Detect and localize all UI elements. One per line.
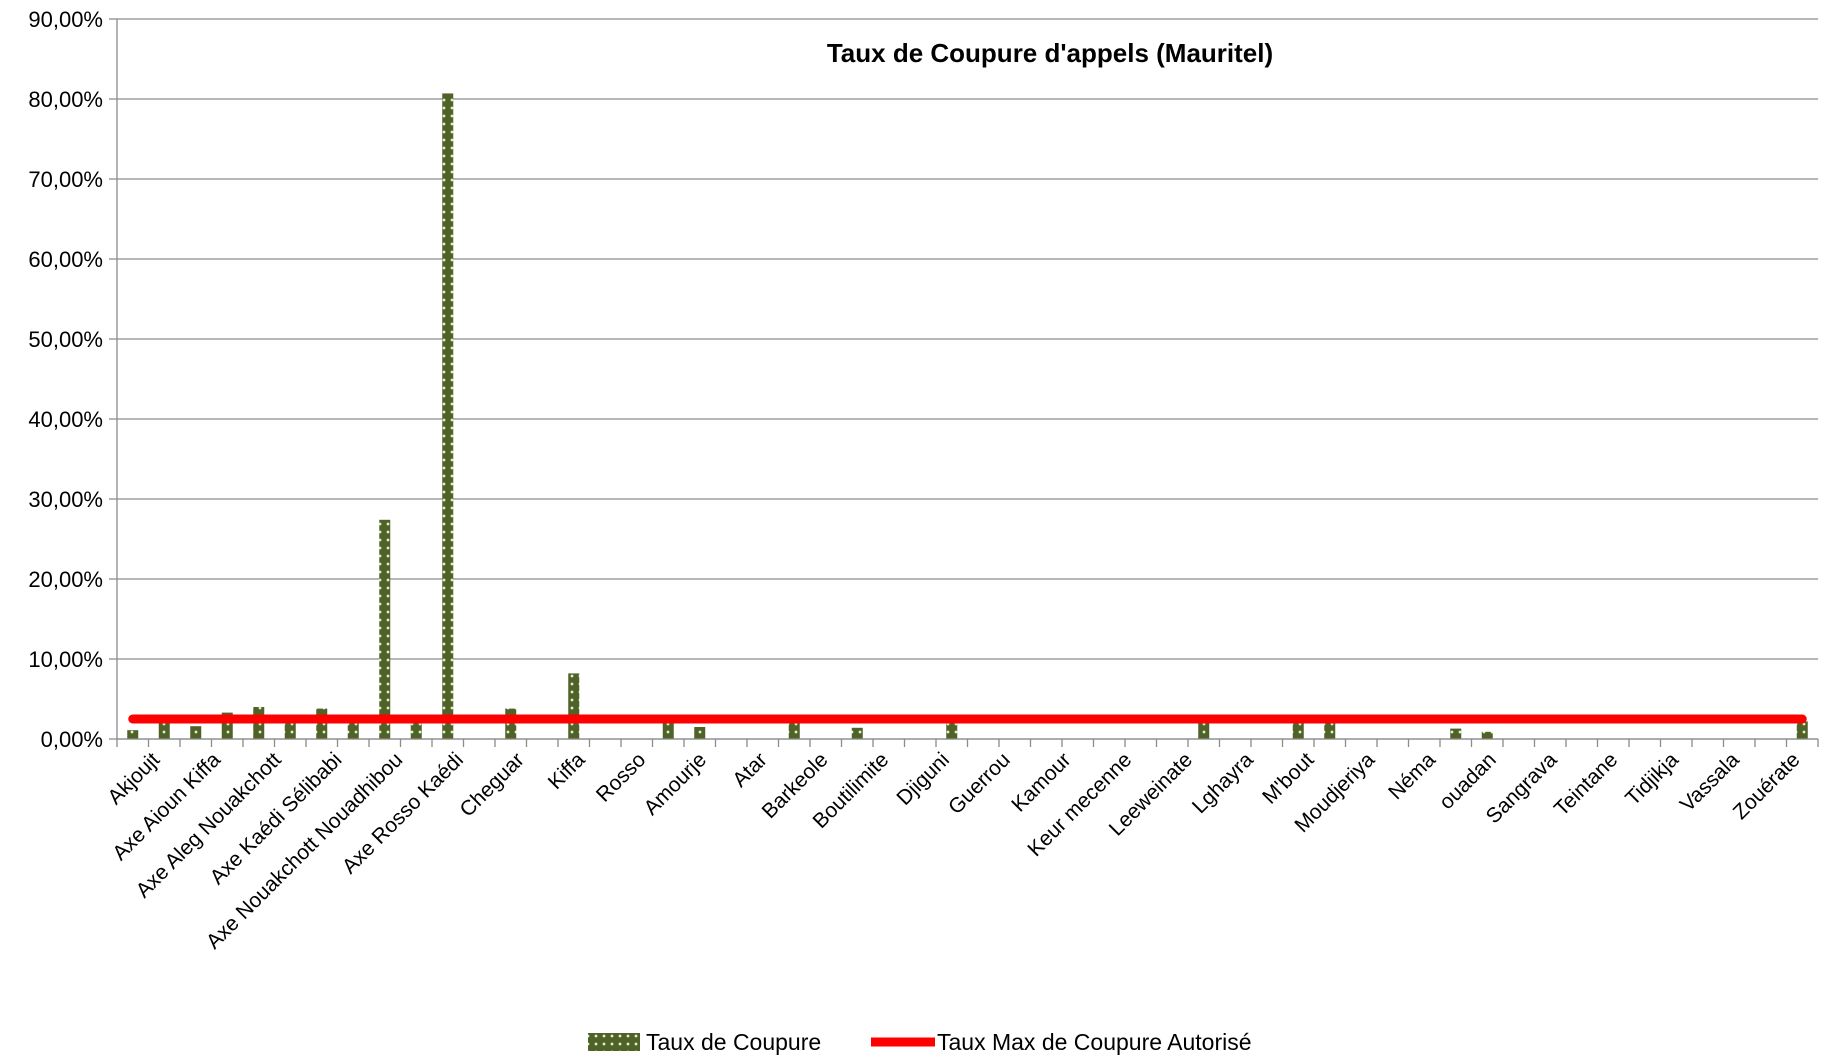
y-tick-label: 0,00% [41, 727, 103, 752]
bar [1292, 719, 1304, 739]
bar [1450, 728, 1462, 739]
bar [1481, 731, 1493, 739]
bar [505, 708, 517, 739]
bar [946, 721, 958, 739]
bar [662, 719, 674, 739]
y-tick-label: 50,00% [28, 327, 103, 352]
x-tick-label: Zouérate [1729, 748, 1805, 824]
x-tick-label: Keur mecenne [1023, 748, 1136, 861]
y-tick-label: 10,00% [28, 647, 103, 672]
x-tick-label: Tidjikja [1621, 748, 1683, 810]
bar [1796, 721, 1808, 739]
y-tick-label: 80,00% [28, 87, 103, 112]
x-tick-label: Néma [1384, 748, 1440, 804]
chart-title: Taux de Coupure d'appels (Mauritel) [827, 38, 1273, 68]
x-tick-label: Teintane [1550, 748, 1622, 820]
bar [221, 712, 233, 739]
bar [190, 726, 202, 739]
bars [127, 93, 1808, 739]
bar [284, 721, 296, 739]
bar [1198, 720, 1210, 739]
bar [316, 708, 328, 739]
legend-label-line: Taux Max de Coupure Autorisé [937, 1029, 1252, 1055]
x-tick-label: Akjoujt [103, 748, 164, 809]
bar [788, 722, 800, 739]
legend-label-bar: Taux de Coupure [646, 1029, 821, 1055]
bar [694, 727, 706, 739]
axes [116, 19, 1819, 747]
y-tick-label: 70,00% [28, 167, 103, 192]
x-tick-label: Axe Aioun Kiffa [108, 748, 225, 865]
bar [379, 519, 391, 739]
bar [1324, 719, 1336, 739]
x-tick-label: M'bout [1258, 748, 1318, 808]
x-tick-label: Guerrou [944, 748, 1015, 819]
bar [568, 673, 580, 739]
bar [127, 730, 139, 739]
x-tick-label: Atar [728, 748, 772, 792]
gridlines [109, 18, 1818, 740]
bar [851, 727, 863, 739]
x-tick-label: Kiffa [544, 748, 590, 794]
legend-item-line: Taux Max de Coupure Autorisé [871, 1029, 1252, 1055]
legend-item-bar: Taux de Coupure [588, 1029, 821, 1055]
y-tick-labels: 0,00% 10,00% 20,00% 30,00% 40,00% 50,00% 60,00… [28, 7, 103, 752]
y-tick-label: 90,00% [28, 7, 103, 32]
y-tick-label: 60,00% [28, 247, 103, 272]
y-tick-label: 30,00% [28, 487, 103, 512]
legend: Taux de Coupure Taux Max de Coupure Auto… [588, 1029, 1252, 1055]
bar [158, 722, 170, 739]
y-tick-label: 40,00% [28, 407, 103, 432]
bar [442, 93, 454, 739]
bar [347, 721, 359, 739]
bar [410, 721, 422, 739]
y-tick-label: 20,00% [28, 567, 103, 592]
x-tick-label: Amourje [639, 748, 711, 820]
x-tick-label: Rosso [592, 748, 650, 806]
x-tick-label: Cheguar [456, 748, 529, 821]
legend-swatch-bar [588, 1033, 640, 1051]
x-tick-label: Lghayra [1188, 748, 1258, 818]
